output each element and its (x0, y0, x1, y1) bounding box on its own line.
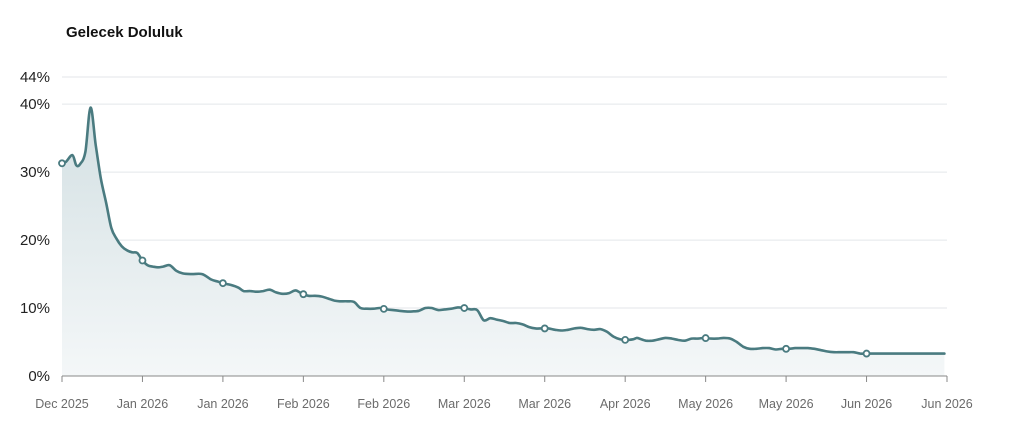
data-point (540, 324, 549, 333)
data-point (299, 290, 308, 299)
data-point (862, 349, 871, 358)
x-tick-label: Jan 2026 (197, 397, 248, 411)
data-point (701, 334, 710, 342)
y-tick-label: 10% (20, 300, 50, 317)
grid-lines (62, 76, 947, 309)
data-point (460, 304, 469, 312)
x-tick-label: Jun 2026 (921, 397, 972, 411)
x-tick-label: Mar 2026 (518, 397, 571, 411)
y-axis: 0% 10% 20% 30% 40% 44% (20, 69, 50, 385)
y-tick-label: 0% (28, 368, 50, 385)
x-tick-label: Jun 2026 (841, 397, 892, 411)
data-point (379, 304, 388, 313)
data-points (58, 159, 871, 358)
y-tick-label: 30% (20, 164, 50, 181)
data-point (621, 335, 630, 344)
x-tick-label: Mar 2026 (438, 397, 491, 411)
x-tick-label: Dec 2025 (35, 397, 89, 411)
x-tick-label: Feb 2026 (357, 397, 410, 411)
y-tick-label: 44% (20, 69, 50, 86)
data-point (782, 344, 790, 353)
x-tick-label: May 2026 (678, 397, 733, 411)
x-tick-label: Feb 2026 (277, 397, 330, 411)
data-point (219, 279, 227, 288)
x-axis: Dec 2025 Jan 2026 Jan 2026 Feb 2026 Feb 2026… (35, 375, 973, 411)
data-point (138, 256, 147, 265)
chart-title: Gelecek Doluluk (66, 24, 183, 41)
x-tick-label: Apr 2026 (600, 397, 651, 411)
series-area (62, 107, 945, 376)
series-line (60, 106, 946, 355)
x-tick-label: Jan 2026 (117, 397, 168, 411)
x-tick-label: May 2026 (759, 397, 814, 411)
y-tick-label: 40% (20, 96, 50, 113)
y-tick-label: 20% (20, 232, 50, 249)
data-point (58, 159, 66, 168)
